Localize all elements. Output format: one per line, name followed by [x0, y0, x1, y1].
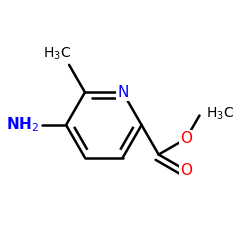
Text: H$_3$C: H$_3$C	[206, 106, 234, 122]
Text: N: N	[117, 85, 128, 100]
Text: O: O	[180, 163, 192, 178]
Text: H$_3$C: H$_3$C	[44, 46, 72, 62]
Text: NH$_2$: NH$_2$	[6, 116, 39, 134]
Text: O: O	[180, 131, 192, 146]
